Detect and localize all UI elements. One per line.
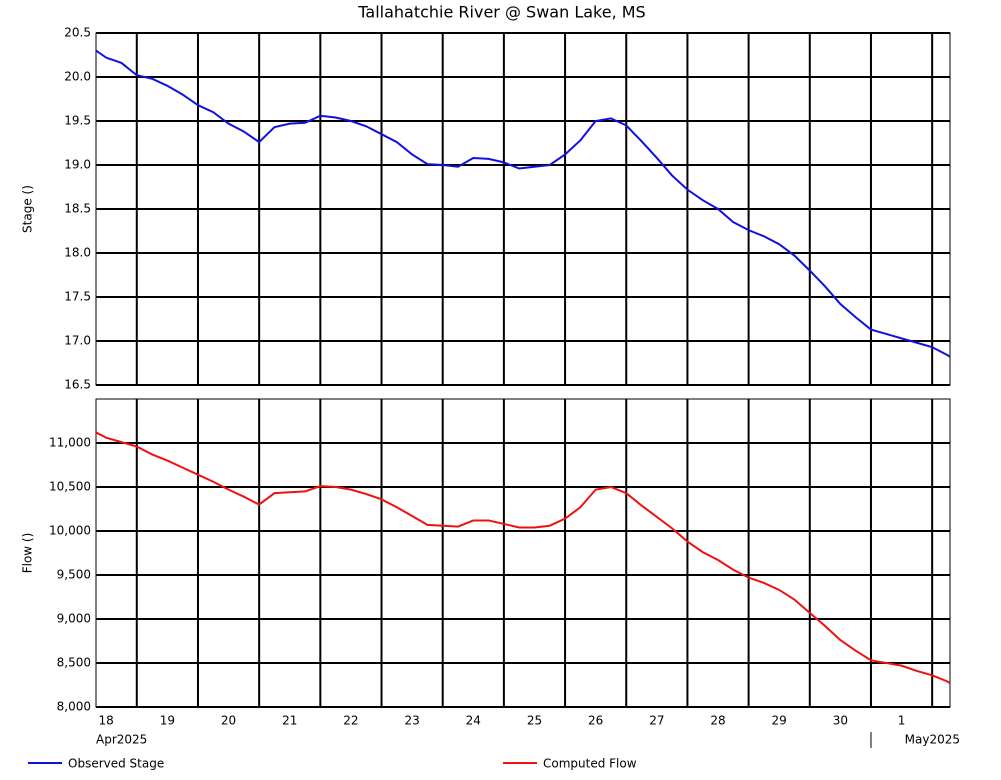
y-tick-label: 16.5: [64, 378, 91, 392]
chart-title: Tallahatchie River @ Swan Lake, MS: [357, 3, 645, 22]
x-tick-label: 30: [833, 714, 848, 728]
y-tick-label: 17.0: [64, 334, 91, 348]
x-tick-label: 25: [527, 714, 542, 728]
month-label: May2025: [905, 733, 960, 747]
legend-label: Observed Stage: [68, 757, 164, 771]
y-tick-label: 17.5: [64, 290, 91, 304]
y-tick-label: 8,500: [57, 656, 91, 670]
y-tick-label: 10,500: [49, 480, 91, 494]
x-tick-label: 29: [772, 714, 787, 728]
y-tick-label: 9,500: [57, 568, 91, 582]
y-tick-label: 8,000: [57, 700, 91, 714]
plot-frame: [95, 32, 951, 386]
x-tick-label: 19: [160, 714, 175, 728]
y-tick-label: 11,000: [49, 436, 91, 450]
x-tick-label: 20: [221, 714, 236, 728]
x-tick-label: 27: [649, 714, 664, 728]
y-tick-label: 18.5: [64, 202, 91, 216]
month-label: Apr2025: [96, 733, 147, 747]
y-tick-label: 10,000: [49, 524, 91, 538]
y-tick-label: 18.0: [64, 246, 91, 260]
x-tick-label: 18: [99, 714, 114, 728]
y-tick-label: 9,000: [57, 612, 91, 626]
x-tick-label: 24: [466, 714, 481, 728]
y-tick-label: 20.0: [64, 70, 91, 84]
y-axis-label: Stage (): [21, 185, 35, 233]
x-tick-label: 1: [898, 714, 906, 728]
x-tick-label: 23: [404, 714, 419, 728]
y-axis-label: Flow (): [21, 533, 35, 574]
x-tick-label: 28: [710, 714, 725, 728]
legend-label: Computed Flow: [543, 757, 637, 771]
plot-frame: [95, 398, 951, 708]
x-tick-label: 21: [282, 714, 297, 728]
data-line: [95, 49, 951, 358]
y-tick-label: 19.5: [64, 114, 91, 128]
x-tick-label: 22: [343, 714, 358, 728]
y-tick-label: 20.5: [64, 26, 91, 40]
x-tick-label: 26: [588, 714, 603, 728]
y-tick-label: 19.0: [64, 158, 91, 172]
data-line: [95, 431, 951, 685]
